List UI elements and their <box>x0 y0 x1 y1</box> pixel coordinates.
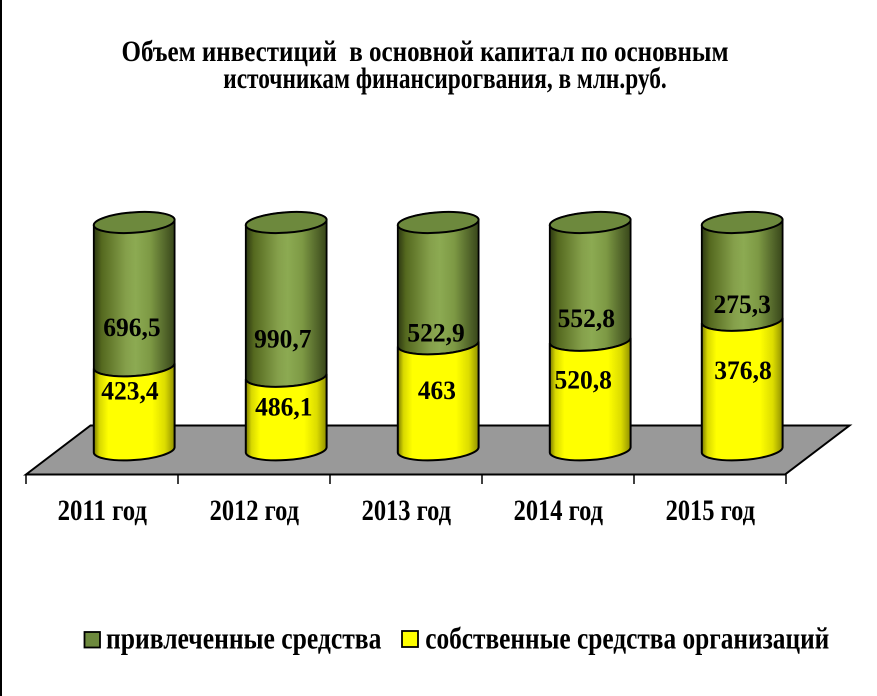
svg-text:696,5: 696,5 <box>103 313 160 342</box>
svg-text:522,9: 522,9 <box>407 318 464 347</box>
svg-text:собственные средства организац: собственные средства организаций <box>425 621 829 656</box>
svg-text:Объем инвестиций в основной к: Объем инвестиций в основной капитал по о… <box>122 35 729 68</box>
svg-text:источникам финансирогвания, в: источникам финансирогвания, в млн.руб. <box>223 62 667 95</box>
svg-text:2014 год: 2014 год <box>514 494 603 527</box>
svg-text:520,8: 520,8 <box>555 365 612 394</box>
svg-text:552,8: 552,8 <box>558 304 615 333</box>
svg-text:990,7: 990,7 <box>254 325 311 354</box>
svg-text:2011 год: 2011 год <box>58 494 147 527</box>
svg-text:привлеченные средства: привлеченные средства <box>106 621 382 656</box>
svg-text:2015 год: 2015 год <box>666 494 755 527</box>
svg-text:486,1: 486,1 <box>255 393 312 422</box>
svg-text:2012 год: 2012 год <box>210 494 299 527</box>
svg-text:463: 463 <box>418 376 456 405</box>
svg-text:423,4: 423,4 <box>101 377 158 406</box>
svg-text:275,3: 275,3 <box>714 290 771 319</box>
svg-text:2013 год: 2013 год <box>362 494 451 527</box>
svg-text:376,8: 376,8 <box>714 356 771 385</box>
